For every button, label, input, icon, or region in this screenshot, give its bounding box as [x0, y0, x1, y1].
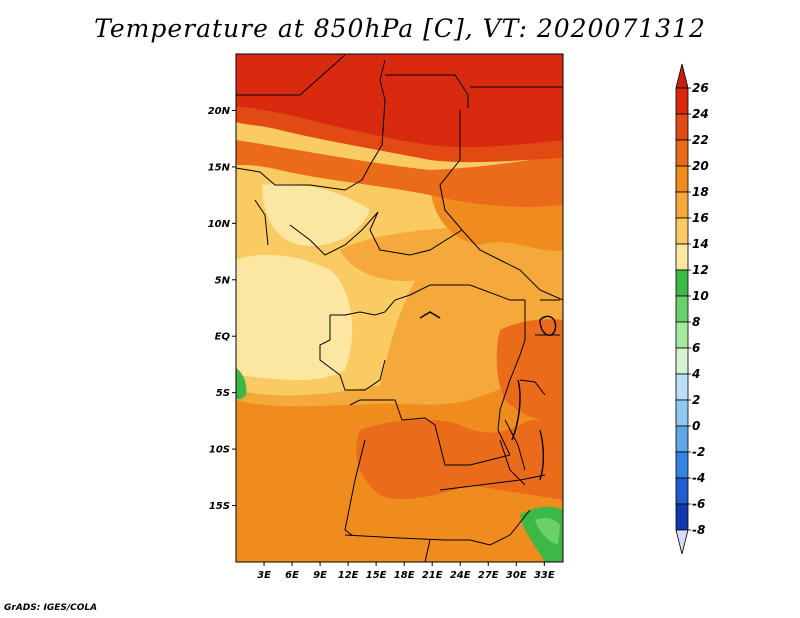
colorbar-label: 6	[692, 341, 700, 355]
lon-tick-label: 3E	[257, 570, 271, 581]
field-22-24-east	[496, 319, 563, 422]
colorbar-segment	[675, 295, 689, 323]
field-22-24-south	[356, 419, 563, 500]
colorbar-label: -2	[692, 445, 705, 459]
colorbar-label: 26	[692, 81, 709, 95]
lon-tick-label: 24E	[450, 570, 471, 581]
lon-tick-label: 33E	[534, 570, 555, 581]
colorbar-bottom-arrow	[675, 529, 689, 555]
colorbar-label: 0	[692, 419, 700, 433]
colorbar-label: 8	[692, 315, 700, 329]
longitude-axis: 3E 6E 9E 12E 15E 18E 21E 24E 27E 30E 33E	[257, 562, 555, 581]
colorbar-segment	[675, 425, 689, 453]
lon-tick-label: 27E	[478, 570, 499, 581]
colorbar-segment	[675, 503, 689, 531]
lat-tick-label: EQ	[215, 332, 231, 343]
lon-tick-label: 9E	[313, 570, 327, 581]
field-cool-southeast-inner	[535, 517, 560, 545]
colorbar-segment	[675, 217, 689, 245]
lon-tick-label: 30E	[506, 570, 527, 581]
colorbar-label: 2	[692, 393, 700, 407]
latitude-axis: 20N 15N 10N 5N EQ 5S 10S 15S	[208, 106, 236, 512]
colorbar-label: 18	[692, 185, 709, 199]
lat-tick-label: 5S	[216, 388, 230, 399]
lakes	[419, 311, 557, 481]
lon-tick-label: 18E	[394, 570, 415, 581]
colorbar-segment	[675, 87, 689, 115]
lon-tick-label: 21E	[422, 570, 443, 581]
colorbar-label: 4	[691, 367, 700, 381]
colorbar-segment	[675, 243, 689, 271]
lon-tick-label: 12E	[338, 570, 359, 581]
credit-text: GrADS: IGES/COLA	[4, 603, 98, 613]
colorbar-segment	[675, 373, 689, 401]
field-22-24-sahel	[236, 140, 563, 207]
lat-tick-label: 15N	[208, 162, 231, 173]
temperature-field	[236, 54, 563, 562]
colorbar-label: 14	[692, 237, 709, 251]
lon-tick-label: 15E	[366, 570, 387, 581]
colorbar-label: 16	[692, 211, 709, 225]
field-14-16	[236, 254, 353, 380]
colorbar-segment	[675, 321, 689, 349]
colorbar-segment	[675, 165, 689, 193]
colorbar-segment	[675, 347, 689, 375]
colorbar-segment	[675, 113, 689, 141]
chart-title: Temperature at 850hPa [C], VT: 202007131…	[94, 14, 706, 43]
colorbar-segment	[675, 399, 689, 427]
lat-tick-label: 15S	[209, 501, 230, 512]
colorbar-label: 24	[692, 107, 709, 121]
colorbar-label: 20	[692, 159, 709, 173]
lat-tick-label: 5N	[215, 275, 231, 286]
colorbar-top-arrow	[675, 63, 689, 89]
country-borders	[236, 54, 563, 562]
field-14-16-north	[262, 183, 370, 246]
colorbar-label: -4	[692, 471, 705, 485]
colorbar-label: -6	[692, 497, 705, 511]
field-26-plus	[236, 54, 563, 148]
colorbar-label: 22	[692, 133, 709, 147]
colorbar-segment	[675, 451, 689, 479]
colorbar-segment	[675, 269, 689, 297]
lon-tick-label: 6E	[285, 570, 299, 581]
lat-tick-label: 10N	[208, 219, 231, 230]
colorbar-label: -8	[692, 523, 705, 537]
map-frame	[235, 53, 564, 563]
field-cool-west	[236, 368, 247, 400]
colorbar-segment	[675, 191, 689, 219]
colorbar-segment	[675, 139, 689, 167]
lat-tick-label: 10S	[209, 445, 230, 456]
lat-tick-label: 20N	[208, 106, 231, 117]
colorbar-label: 10	[692, 289, 709, 303]
colorbar-segment	[675, 477, 689, 505]
colorbar-label: 12	[692, 263, 709, 277]
